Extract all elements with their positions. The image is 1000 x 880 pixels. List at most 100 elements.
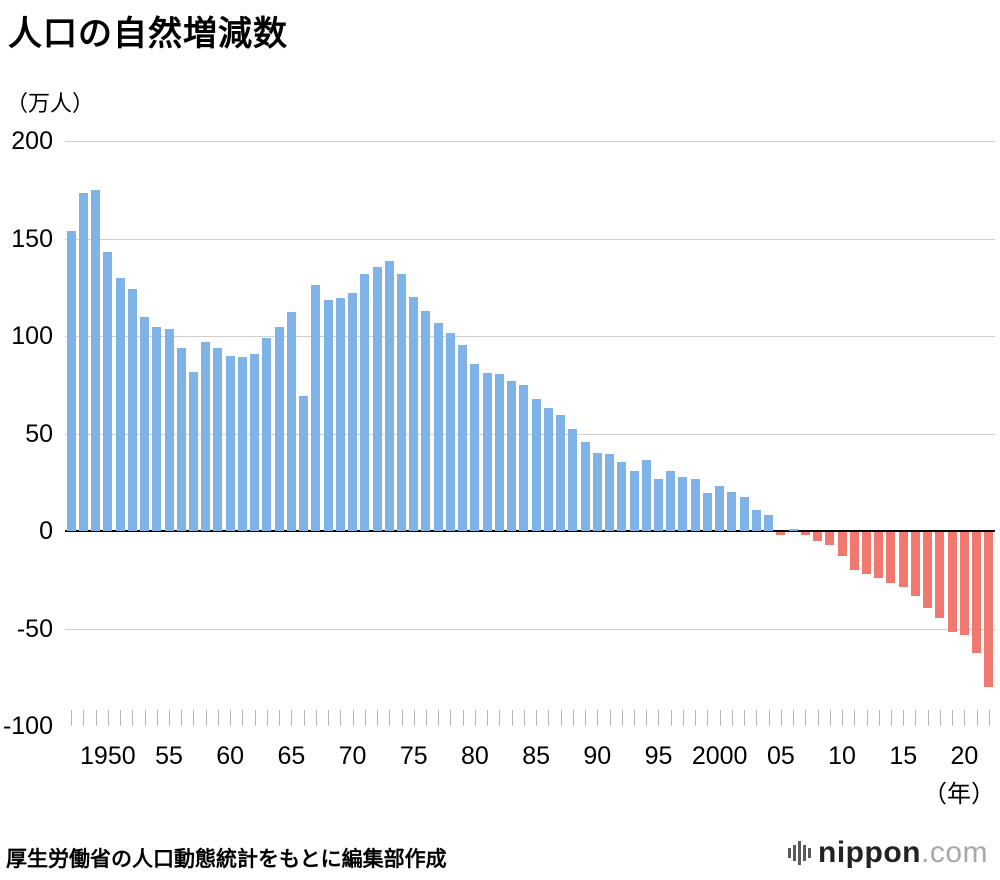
bar: [458, 345, 468, 531]
bar: [397, 273, 406, 531]
year-tick: [572, 710, 574, 726]
x-tick-label: 65: [277, 742, 306, 770]
year-tick: [511, 710, 513, 726]
x-tick-label: 90: [583, 742, 612, 770]
year-tick: [193, 710, 195, 726]
x-tick-label: 10: [828, 742, 856, 770]
year-tick: [890, 710, 892, 726]
year-tick: [976, 710, 978, 726]
bar: [592, 452, 602, 531]
logo-brand: nippon: [818, 836, 921, 869]
bar: [140, 317, 150, 531]
year-tick: [462, 710, 464, 726]
year-tick: [829, 710, 831, 726]
gridline: [65, 238, 995, 240]
bar: [335, 297, 345, 531]
bar: [837, 532, 847, 556]
year-tick: [988, 710, 990, 726]
bar: [445, 333, 455, 531]
year-tick: [658, 710, 660, 726]
year-tick: [425, 710, 427, 726]
bar: [103, 251, 113, 531]
year-tick: [266, 710, 268, 726]
year-tick: [560, 710, 562, 726]
year-tick: [474, 710, 476, 726]
bar: [494, 374, 504, 531]
year-tick: [915, 710, 917, 726]
y-tick-label: -100: [2, 712, 53, 740]
year-tick: [927, 710, 929, 726]
bar: [213, 348, 223, 531]
bar: [470, 364, 480, 531]
logo-bar: [808, 848, 812, 858]
bar: [286, 312, 296, 531]
year-tick: [695, 710, 697, 726]
bar: [225, 355, 235, 531]
bar: [188, 372, 198, 531]
bar: [690, 478, 700, 531]
y-tick-label: 50: [25, 419, 53, 448]
year-tick: [646, 710, 648, 726]
bar: [274, 327, 284, 531]
year-tick: [621, 710, 623, 726]
bar: [641, 460, 651, 531]
bar: [421, 310, 431, 531]
year-tick: [279, 710, 281, 726]
bar: [433, 323, 443, 531]
bar: [898, 532, 908, 587]
y-tick-label: 150: [11, 224, 53, 253]
bar: [580, 441, 590, 531]
x-tick-label: 20: [950, 742, 979, 770]
year-tick: [793, 710, 795, 726]
year-tick: [903, 710, 905, 726]
year-tick: [707, 710, 709, 726]
year-tick: [682, 710, 684, 726]
year-tick: [401, 710, 403, 726]
bar: [813, 532, 823, 541]
gridline: [65, 336, 995, 337]
bar: [959, 532, 969, 635]
bar: [127, 289, 137, 531]
y-axis-unit-label: （万人）: [6, 91, 95, 116]
x-tick-label: 1950: [80, 742, 136, 770]
nippon-logo-icon: [788, 841, 812, 865]
bar: [201, 342, 211, 531]
bar: [323, 299, 333, 531]
year-tick: [842, 710, 844, 726]
x-tick-label: 15: [889, 742, 918, 770]
bar: [482, 373, 492, 531]
year-tick: [303, 710, 305, 726]
x-axis-unit-label: （年）: [923, 781, 995, 808]
bar: [299, 396, 309, 531]
year-tick: [805, 710, 807, 726]
bar: [176, 347, 186, 531]
year-tick: [670, 710, 672, 726]
year-tick: [609, 710, 611, 726]
bar: [543, 407, 553, 531]
gridline: [65, 141, 995, 142]
x-tick-label: 2000: [691, 742, 748, 770]
chart-title: 人口の自然増減数: [8, 15, 288, 53]
year-tick: [964, 710, 966, 726]
bar: [849, 532, 859, 571]
logo-suffix: .com: [920, 836, 988, 869]
year-tick: [169, 710, 170, 726]
year-tick: [719, 710, 721, 726]
logo-bar: [803, 845, 807, 861]
year-tick: [364, 710, 366, 726]
bar: [935, 532, 945, 618]
bar: [947, 532, 957, 632]
logo-bar: [793, 845, 797, 861]
year-tick: [854, 710, 856, 726]
zero-axis-line: [65, 530, 995, 532]
bar: [702, 492, 712, 531]
x-tick-label: 70: [338, 742, 367, 770]
year-tick: [536, 710, 538, 726]
logo-text: nippon.com: [818, 836, 988, 870]
x-tick-label: 60: [216, 742, 245, 770]
year-tick: [217, 710, 219, 726]
year-tick: [866, 710, 868, 726]
year-tick: [413, 710, 415, 726]
x-tick-label: 05: [766, 742, 795, 770]
year-tick: [315, 710, 317, 726]
